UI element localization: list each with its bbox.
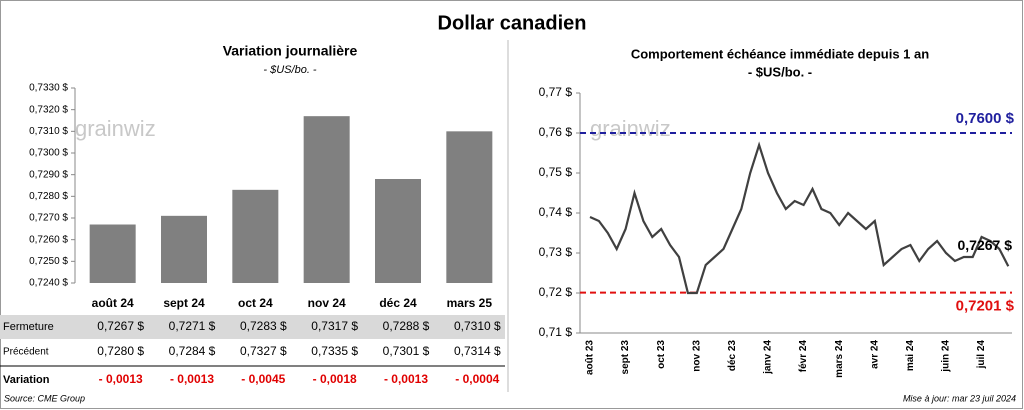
x-tick-label: mai 24 <box>905 340 916 372</box>
x-tick-label: oct 23 <box>656 340 667 369</box>
row-label: Variation <box>3 374 50 386</box>
watermark: grainwiz <box>75 116 156 141</box>
left-title: Variation journalière <box>223 43 358 59</box>
y-tick-label: 0,75 $ <box>539 165 573 179</box>
x-tick-label: nov 23 <box>691 340 702 372</box>
table-cell: 0,7280 $ <box>97 344 144 358</box>
y-tick-label: 0,7310 $ <box>29 126 68 137</box>
y-tick-label: 0,7330 $ <box>29 83 68 94</box>
y-tick-label: 0,7300 $ <box>29 148 68 159</box>
row-shade <box>0 315 505 339</box>
table-cell: - 0,0004 <box>455 372 499 386</box>
left-subtitle: - $US/bo. - <box>263 64 317 76</box>
updated: Mise à jour: mar 23 juil 2024 <box>903 393 1016 403</box>
reference-label: 0,7201 $ <box>956 298 1015 315</box>
line <box>589 141 1010 295</box>
x-tick-label: janv 24 <box>763 340 774 375</box>
source: Source: CME Group <box>4 393 85 403</box>
x-tick-label: août 24 <box>92 296 134 310</box>
right-title: Comportement échéance immédiate depuis 1… <box>631 46 929 61</box>
x-tick-label: sept 23 <box>620 340 631 375</box>
row-label: Précédent <box>3 347 49 358</box>
y-tick-label: 0,7280 $ <box>29 191 68 202</box>
y-tick-label: 0,7260 $ <box>29 234 68 245</box>
table-cell: 0,7267 $ <box>97 319 144 333</box>
x-tick-label: juil 24 <box>976 340 987 370</box>
table-cell: - 0,0018 <box>313 372 357 386</box>
x-tick-label: mars 25 <box>447 296 493 310</box>
title: Dollar canadien <box>438 12 587 34</box>
table-cell: 0,7335 $ <box>311 344 358 358</box>
y-tick-label: 0,72 $ <box>539 285 573 299</box>
table-cell: 0,7288 $ <box>383 319 430 333</box>
table-cell: 0,7301 $ <box>383 344 430 358</box>
y-tick-label: 0,74 $ <box>539 205 573 219</box>
y-tick-label: 0,7270 $ <box>29 213 68 224</box>
reference-label: 0,7600 $ <box>956 110 1015 127</box>
x-tick-label: mars 24 <box>834 340 845 378</box>
bar <box>446 131 493 283</box>
y-tick-label: 0,77 $ <box>539 85 573 99</box>
y-tick-label: 0,7290 $ <box>29 169 68 180</box>
bar <box>161 215 207 283</box>
x-tick-label: juin 24 <box>941 340 952 373</box>
x-tick-label: déc 23 <box>727 340 738 372</box>
end-label: 0,7267 $ <box>958 237 1013 253</box>
x-tick-label: févr 24 <box>798 340 809 373</box>
y-tick-label: 0,71 $ <box>539 325 573 339</box>
table-cell: - 0,0045 <box>241 372 285 386</box>
x-tick-label: sept 24 <box>163 296 205 310</box>
x-tick-label: oct 24 <box>238 296 273 310</box>
table-cell: 0,7327 $ <box>240 344 287 358</box>
x-tick-label: avr 24 <box>869 340 880 369</box>
y-tick-label: 0,7240 $ <box>29 278 68 289</box>
x-tick-label: août 23 <box>585 340 596 375</box>
table-cell: 0,7310 $ <box>454 319 501 333</box>
table-cell: 0,7314 $ <box>454 344 501 358</box>
y-tick-label: 0,76 $ <box>539 125 573 139</box>
x-tick-label: nov 24 <box>308 296 346 310</box>
table-cell: - 0,0013 <box>99 372 143 386</box>
bar <box>89 224 136 283</box>
bar <box>375 179 421 283</box>
table-cell: - 0,0013 <box>384 372 428 386</box>
bar <box>232 189 279 283</box>
table-cell: 0,7317 $ <box>311 319 358 333</box>
table-cell: 0,7284 $ <box>169 344 216 358</box>
watermark: grainwiz <box>590 116 671 141</box>
table-cell: - 0,0013 <box>170 372 214 386</box>
y-tick-label: 0,7320 $ <box>29 104 68 115</box>
right-subtitle: - $US/bo. - <box>748 64 812 79</box>
row-label: Fermeture <box>3 321 54 333</box>
y-tick-label: 0,73 $ <box>539 245 573 259</box>
x-tick-label: déc 24 <box>379 296 417 310</box>
table-cell: 0,7271 $ <box>169 319 216 333</box>
table-cell: 0,7283 $ <box>240 319 287 333</box>
y-tick-label: 0,7250 $ <box>29 256 68 267</box>
bar <box>303 116 350 284</box>
